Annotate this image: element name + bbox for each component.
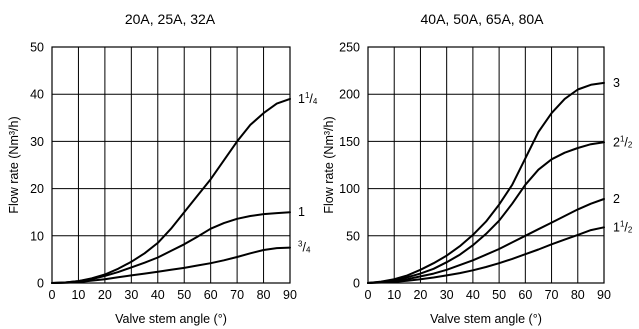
chart-right-frame: [367, 46, 605, 284]
x-tick-label: 70: [545, 288, 559, 302]
series-label-whole: 3: [613, 76, 620, 90]
chart-right-ylabel: Flow rate (Nm³/h): [322, 116, 336, 213]
x-tick-label: 10: [387, 288, 401, 302]
series-label: 2: [613, 192, 620, 206]
x-tick-label: 50: [492, 288, 506, 302]
x-tick-label: 20: [98, 288, 112, 302]
series-label-whole: 1: [613, 220, 620, 234]
x-tick-label: 40: [151, 288, 165, 302]
chart-left: 20A, 25A, 32A 0 10 20 30 40 50 60 70 80 90 0 10 20 3…: [7, 11, 318, 326]
y-tick-label: 0: [353, 277, 360, 291]
x-tick-label: 30: [440, 288, 454, 302]
chart-right-series: [367, 81, 605, 284]
series-label: 21/2: [613, 134, 633, 149]
chart-right-y-ticks: 0 50 100 150 200 250: [339, 41, 360, 291]
x-tick-label: 20: [413, 288, 427, 302]
chart-right-grid: [367, 46, 605, 284]
y-tick-label: 20: [30, 182, 44, 196]
series-label-slash: /: [309, 92, 313, 106]
y-tick-label: 50: [346, 229, 360, 243]
chart-left-xlabel: Valve stem angle (°): [115, 312, 227, 326]
series-line-1: [367, 81, 605, 284]
series-label-numerator: 1: [305, 91, 310, 100]
y-tick-label: 250: [339, 41, 360, 55]
x-tick-label: 0: [365, 288, 372, 302]
chart-right-xlabel: Valve stem angle (°): [430, 312, 542, 326]
chart-right-title: 40A, 50A, 65A, 80A: [421, 11, 545, 27]
series-line-3: [367, 198, 605, 284]
y-tick-label: 150: [339, 135, 360, 149]
chart-left-ylabel: Flow rate (Nm³/h): [7, 116, 21, 213]
x-tick-label: 90: [597, 288, 611, 302]
x-tick-label: 0: [49, 288, 56, 302]
series-label: 11/4: [298, 91, 318, 106]
x-tick-label: 60: [204, 288, 218, 302]
series-line-2: [367, 141, 605, 284]
x-tick-label: 10: [71, 288, 85, 302]
chart-right-x-ticks: 0 10 20 30 40 50 60 70 80 90: [365, 288, 611, 302]
series-line-1: [51, 97, 291, 284]
x-tick-label: 80: [257, 288, 271, 302]
series-label-denominator: 2: [628, 225, 633, 234]
series-label-denominator: 4: [313, 97, 318, 106]
series-label-numerator: 3: [298, 240, 303, 249]
y-tick-label: 100: [339, 182, 360, 196]
chart-left-grid: [51, 46, 291, 284]
chart-left-series: [51, 97, 291, 284]
chart-left-title: 20A, 25A, 32A: [125, 11, 216, 27]
series-label-slash: /: [624, 135, 628, 149]
series-label: 1: [298, 205, 305, 219]
series-label-denominator: 2: [628, 140, 633, 149]
series-label-whole: 1: [298, 92, 305, 106]
y-tick-label: 0: [37, 277, 44, 291]
chart-right: 40A, 50A, 65A, 80A 0 10 20 30 40 50 60 70 80 90 0…: [322, 11, 633, 326]
x-tick-label: 70: [230, 288, 244, 302]
chart-left-x-ticks: 0 10 20 30 40 50 60 70 80 90: [49, 288, 297, 302]
x-tick-label: 80: [571, 288, 585, 302]
chart-left-frame: [51, 46, 291, 284]
series-label-slash: /: [302, 241, 306, 255]
chart-left-y-ticks: 0 10 20 30 40 50: [30, 41, 44, 291]
y-tick-label: 50: [30, 41, 44, 55]
series-label: 3/4: [298, 240, 311, 255]
series-label-whole: 2: [613, 192, 620, 206]
x-tick-label: 60: [518, 288, 532, 302]
y-tick-label: 30: [30, 135, 44, 149]
series-label-slash: /: [624, 220, 628, 234]
series-label-whole: 1: [298, 205, 305, 219]
x-tick-label: 50: [177, 288, 191, 302]
series-label: 3: [613, 76, 620, 90]
series-label: 11/2: [613, 219, 633, 234]
y-tick-label: 10: [30, 229, 44, 243]
x-tick-label: 30: [124, 288, 138, 302]
series-line-4: [367, 226, 605, 284]
series-line-3: [51, 246, 291, 284]
y-tick-label: 200: [339, 88, 360, 102]
series-label-whole: 2: [613, 135, 620, 149]
series-line-2: [51, 211, 291, 284]
chart-left-series-labels: 11/413/4: [298, 91, 318, 255]
x-tick-label: 40: [466, 288, 480, 302]
series-label-numerator: 1: [620, 219, 625, 228]
x-tick-label: 90: [283, 288, 297, 302]
series-label-denominator: 4: [306, 246, 311, 255]
y-tick-label: 40: [30, 88, 44, 102]
series-label-numerator: 1: [620, 134, 625, 143]
